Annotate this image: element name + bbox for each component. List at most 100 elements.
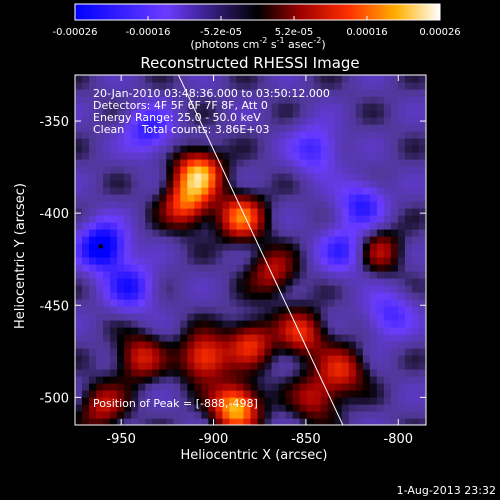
heatmap-cell: [222, 313, 231, 321]
heatmap-cell: [131, 173, 139, 181]
heatmap-cell: [96, 166, 104, 174]
heatmap-cell: [89, 355, 97, 363]
heatmap-cell: [166, 411, 174, 419]
heatmap-cell: [110, 110, 118, 118]
heatmap-cell: [278, 152, 287, 160]
heatmap-cell: [292, 341, 301, 349]
heatmap-cell: [397, 131, 406, 139]
heatmap-cell: [152, 313, 160, 321]
heatmap-cell: [299, 173, 308, 181]
heatmap-cell: [320, 411, 329, 419]
heatmap-cell: [383, 327, 392, 335]
heatmap-cell: [138, 229, 146, 237]
heatmap-cell: [138, 103, 146, 111]
heatmap-cell: [173, 201, 181, 209]
heatmap-cell: [327, 418, 336, 425]
heatmap-cell: [236, 194, 245, 202]
heatmap-cell: [299, 341, 308, 349]
heatmap-cell: [124, 159, 132, 167]
heatmap-cell: [110, 173, 118, 181]
heatmap-cell: [89, 82, 97, 90]
heatmap-cell: [397, 355, 406, 363]
heatmap-cell: [334, 194, 343, 202]
heatmap-cell: [369, 390, 378, 398]
heatmap-cell: [299, 215, 308, 223]
heatmap-cell: [250, 334, 259, 342]
heatmap-cell: [313, 341, 322, 349]
heatmap-cell: [82, 96, 90, 104]
heatmap-cell: [397, 250, 406, 258]
heatmap-cell: [194, 320, 202, 328]
heatmap-cell: [103, 355, 111, 363]
heatmap-cell: [362, 278, 371, 286]
heatmap-cell: [313, 243, 322, 251]
heatmap-cell: [264, 96, 273, 104]
heatmap-cell: [124, 397, 132, 405]
heatmap-cell: [145, 208, 153, 216]
heatmap-cell: [299, 250, 308, 258]
heatmap-cell: [145, 327, 153, 335]
heatmap-cell: [229, 404, 238, 412]
heatmap-cell: [138, 264, 146, 272]
heatmap-cell: [201, 348, 209, 356]
heatmap-cell: [124, 187, 132, 195]
heatmap-cell: [215, 355, 224, 363]
heatmap-cell: [131, 201, 139, 209]
heatmap-cell: [334, 334, 343, 342]
heatmap-cell: [383, 159, 392, 167]
heatmap-cell: [327, 327, 336, 335]
heatmap-cell: [362, 264, 371, 272]
heatmap-cell: [313, 278, 322, 286]
heatmap-cell: [285, 173, 294, 181]
heatmap-cell: [236, 222, 245, 230]
heatmap-cell: [138, 194, 146, 202]
heatmap-cell: [180, 152, 188, 160]
heatmap-cell: [145, 138, 153, 146]
heatmap-cell: [341, 229, 350, 237]
heatmap-cell: [145, 243, 153, 251]
heatmap-cell: [285, 341, 294, 349]
heatmap-cell: [397, 236, 406, 244]
heatmap-cell: [243, 82, 252, 90]
heatmap-cell: [208, 390, 216, 398]
heatmap-cell: [383, 208, 392, 216]
heatmap-cell: [208, 229, 216, 237]
heatmap-cell: [75, 131, 83, 139]
heatmap-cell: [138, 82, 146, 90]
heatmap-cell: [271, 96, 280, 104]
heatmap-cell: [257, 152, 266, 160]
heatmap-cell: [229, 341, 238, 349]
heatmap-cell: [131, 397, 139, 405]
heatmap-cell: [145, 334, 153, 342]
heatmap-cell: [250, 313, 259, 321]
heatmap-cell: [264, 292, 273, 300]
heatmap-cell: [180, 299, 188, 307]
heatmap-cell: [152, 166, 160, 174]
heatmap-cell: [110, 82, 118, 90]
heatmap-cell: [257, 180, 266, 188]
heatmap-cell: [376, 264, 385, 272]
heatmap-cell: [418, 236, 426, 244]
heatmap-cell: [285, 397, 294, 405]
heatmap-cell: [418, 110, 426, 118]
heatmap-cell: [208, 299, 216, 307]
heatmap-cell: [117, 187, 125, 195]
heatmap-cell: [82, 355, 90, 363]
heatmap-cell: [411, 320, 420, 328]
heatmap-cell: [313, 250, 322, 258]
heatmap-cell: [194, 362, 202, 370]
heatmap-cell: [166, 229, 174, 237]
heatmap-cell: [75, 89, 83, 97]
heatmap-cell: [383, 124, 392, 132]
heatmap-cell: [208, 166, 216, 174]
heatmap-cell: [418, 145, 426, 153]
heatmap-cell: [222, 418, 231, 425]
heatmap-cell: [103, 257, 111, 265]
heatmap-cell: [145, 271, 153, 279]
heatmap-cell: [257, 208, 266, 216]
heatmap-cell: [285, 376, 294, 384]
heatmap-cell: [166, 327, 174, 335]
heatmap-cell: [390, 194, 399, 202]
heatmap-cell: [320, 208, 329, 216]
heatmap-cell: [159, 362, 167, 370]
